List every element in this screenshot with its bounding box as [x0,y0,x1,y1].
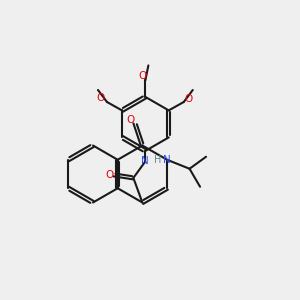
Text: O: O [105,170,113,180]
Text: O: O [184,94,192,104]
Text: N: N [142,156,149,167]
Text: N: N [163,155,171,165]
Text: O: O [139,71,147,81]
Text: O: O [126,115,134,125]
Text: H: H [154,155,162,165]
Text: O: O [96,93,104,103]
